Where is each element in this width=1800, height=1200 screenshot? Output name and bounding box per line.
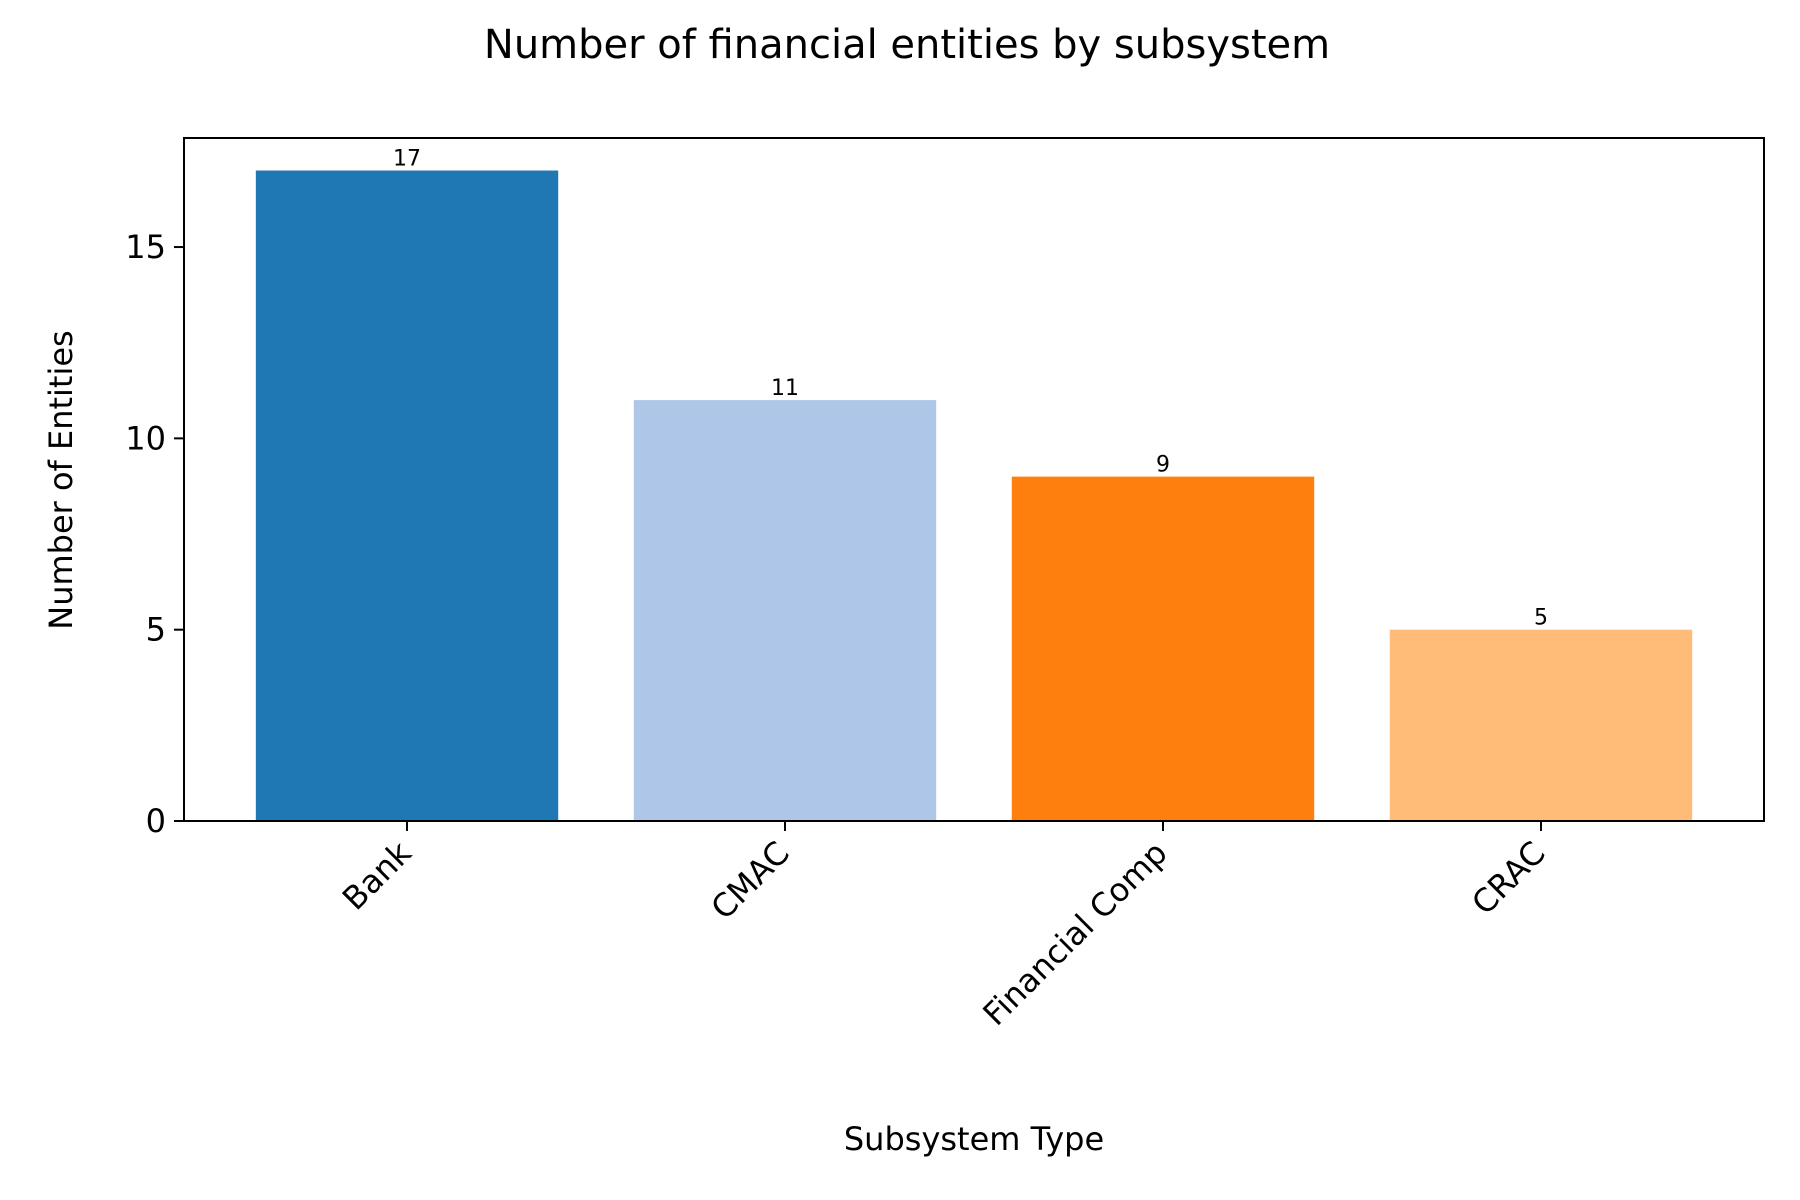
plot-frame — [183, 137, 1765, 822]
bar-crac — [1389, 629, 1693, 821]
y-tick-label: 5 — [146, 611, 166, 649]
y-axis: 0 5 10 15 — [125, 228, 184, 840]
data-label: 17 — [393, 147, 421, 172]
bar-bank — [255, 170, 559, 821]
y-axis-label: Number of Entities — [42, 330, 80, 629]
bar-financial-comp — [1011, 476, 1315, 821]
chart-title: Number of financial entities by subsyste… — [484, 22, 1330, 68]
y-tick-label: 0 — [146, 802, 166, 840]
data-label: 11 — [771, 376, 799, 401]
x-axis-label: Subsystem Type — [844, 1120, 1104, 1158]
bar-cmac — [633, 400, 937, 821]
data-label: 9 — [1156, 453, 1170, 478]
data-labels-group: 17 11 9 5 — [393, 147, 1548, 631]
y-tick-label: 15 — [125, 228, 166, 266]
y-tick-label: 10 — [125, 419, 166, 457]
bars-group — [255, 170, 1693, 821]
data-label: 5 — [1534, 606, 1548, 631]
